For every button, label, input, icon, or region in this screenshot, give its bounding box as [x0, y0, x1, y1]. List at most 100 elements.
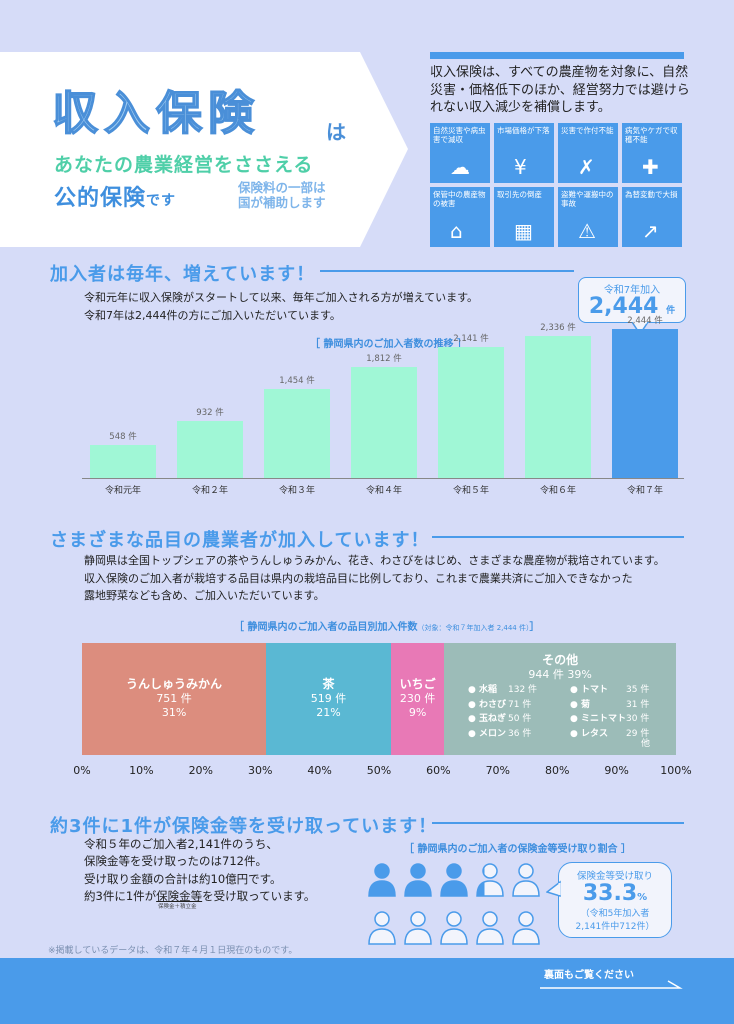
ratio-callout: 保険金等受け取り 33.3% （令和5年加入者 2,141件中712件） — [558, 862, 672, 938]
risk-label: 災害で作付不能 — [561, 126, 614, 135]
others-name: 水稲 — [479, 685, 498, 695]
person-icon — [368, 863, 396, 897]
bar — [438, 347, 504, 478]
stacked-segment: その他 944 件 39% — [444, 643, 676, 755]
section1-rule — [320, 270, 574, 272]
intro-top-bar — [430, 52, 684, 59]
section3-body: 令和５年のご加入者2,141件のうち、 保険金等を受け取ったのは712件。 受け… — [84, 837, 316, 903]
risk-label: 自然災害や病虫害で減収 — [433, 126, 486, 144]
money-bag-icon: ¥ — [514, 155, 527, 179]
risk-tile: 災害で作付不能 ✗ — [558, 123, 618, 183]
others-item-count: 36 件 — [508, 728, 532, 739]
hero-subtitle-public-insurance: 公的保険です — [54, 186, 177, 211]
person-icon — [512, 863, 540, 897]
others-item-count: 30 件 — [626, 714, 650, 724]
bar-value-label: 2,444 件 — [627, 315, 663, 326]
dead-plant-icon: ✗ — [578, 155, 595, 179]
x-tick-label: 0% — [73, 764, 91, 777]
risk-label: 取引先の倒産 — [497, 190, 542, 199]
risk-label: 盗難や運搬中の事故 — [561, 190, 614, 208]
hero-subsidy-note: 保険料の一部は 国が補助します — [238, 180, 326, 210]
section2-body: 静岡県は全国トップシェアの茶やうんしゅうみかん、花き、わさびをはじめ、さまざまな… — [84, 554, 665, 603]
x-tick-label: 50% — [366, 764, 392, 777]
persons-chart-caption: ［ 静岡県内のご加入者の保険金等受け取り割合 ］ — [404, 844, 631, 855]
segment-count-percent: 944 件 39% — [444, 668, 676, 682]
risk-label: 市場価格が下落 — [497, 126, 550, 135]
bar — [90, 444, 156, 478]
stacked-segment: 茶 519 件 21% — [266, 643, 391, 755]
bar — [177, 421, 243, 478]
stacked-segment: いちご 230 件 9% — [390, 643, 445, 755]
segment-name: うんしゅうみかん — [126, 677, 223, 691]
person-icon — [368, 911, 396, 945]
others-item-count: 132 件 — [508, 685, 538, 695]
bar — [351, 367, 417, 478]
x-tick-label: 80% — [544, 764, 570, 777]
section3-heading: 約3件に1件が保険金等を受け取っています！ — [50, 816, 438, 837]
bar-category-label: 令和７年 — [626, 486, 663, 496]
section2-rule — [432, 536, 684, 538]
x-tick-label: 40% — [307, 764, 332, 777]
exchange-chart-icon: ↗ — [642, 219, 659, 243]
broken-box-icon: ⚠ — [578, 219, 596, 243]
injured-foot-icon: ✚ — [642, 155, 659, 179]
others-item-name: ● トマト — [570, 685, 609, 695]
section1-heading: 加入者は毎年、増えています！ — [50, 264, 316, 285]
others-name: レタス — [581, 728, 609, 739]
others-tail: 他 — [641, 739, 651, 749]
person-icon — [404, 911, 432, 945]
bar-category-label: 令和２年 — [191, 486, 228, 496]
x-tick-label: 70% — [485, 764, 511, 777]
intro-text: 収入保険は、すべての農産物を対象に、自然災害・価格低下のほか、経営努力では避けら… — [430, 65, 690, 116]
segment-name: 茶 — [322, 677, 335, 691]
bar-value-label: 548 件 — [109, 431, 137, 442]
others-item-name: ● 水稲 — [468, 685, 498, 695]
others-item-name: ● メロン — [468, 728, 507, 739]
back-page-arrow-icon — [540, 980, 683, 989]
others-item-name: ● レタス — [570, 728, 609, 739]
bar-category-label: 令和元年 — [104, 486, 141, 496]
others-item-name: ● 菊 — [570, 699, 591, 710]
hero-banner — [0, 52, 408, 247]
bar-value-label: 2,141 件 — [453, 334, 489, 345]
bar — [525, 335, 591, 478]
segment-percent: 31% — [161, 705, 187, 719]
x-tick-label: 10% — [129, 764, 154, 777]
segment-count: 519 件 — [310, 692, 347, 705]
section2-heading: さまざまな品目の農業者が加入しています！ — [50, 530, 430, 551]
risk-tile: 市場価格が下落 ¥ — [494, 123, 554, 183]
others-name: トマト — [581, 685, 609, 695]
x-tick-label: 30% — [247, 764, 273, 777]
risk-tile: 盗難や運搬中の事故 ⚠ — [558, 187, 618, 247]
person-icon — [404, 863, 432, 897]
risk-tile: 自然災害や病虫害で減収 ☁ — [430, 123, 490, 183]
risk-tile: 病気やケガで収穫不能 ✚ — [622, 123, 682, 183]
x-tick-label: 90% — [604, 764, 629, 777]
flooded-house-icon: ⌂ — [450, 219, 463, 243]
others-item-name: ● 玉ねぎ — [468, 714, 507, 724]
building-icon: ▦ — [514, 219, 533, 243]
risk-tile: 為替変動で大損 ↗ — [622, 187, 682, 247]
callout-pointer — [631, 322, 649, 336]
bar-category-label: 令和５年 — [452, 486, 489, 496]
stacked-chart-caption: ［ 静岡県内のご加入者の品目別加入件数（対象：令和７年加入者 2,444 件）］ — [234, 622, 540, 633]
others-name: わさび — [479, 699, 507, 710]
hero-title: 収入保険 — [51, 86, 260, 140]
bar — [612, 328, 678, 478]
others-name: ミニトマト — [581, 714, 627, 724]
person-icon — [440, 911, 468, 945]
others-item-count: 71 件 — [508, 699, 532, 710]
segment-count: 944 件 — [528, 668, 564, 681]
others-name: 玉ねぎ — [479, 714, 507, 724]
others-item-count: 29 件 — [626, 728, 650, 739]
x-tick-label: 60% — [426, 764, 451, 777]
x-tick-label: 20% — [188, 764, 214, 777]
others-item-name: ● ミニトマト — [570, 714, 627, 724]
section3-rule — [432, 822, 684, 824]
others-name: 菊 — [581, 699, 591, 710]
bar-chart-caption: ［ 静岡県内のご加入者数の推移 ］ — [310, 339, 467, 350]
back-page-link[interactable]: 裏面もご覧ください — [544, 970, 634, 981]
others-item-count: 31 件 — [626, 699, 650, 710]
person-icon — [512, 911, 540, 945]
bar — [264, 389, 330, 478]
